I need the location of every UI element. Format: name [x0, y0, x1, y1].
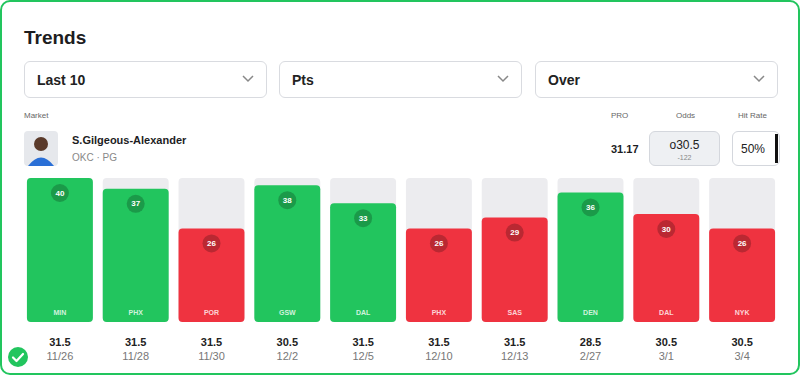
- svg-text:38: 38: [283, 196, 292, 205]
- svg-text:DAL: DAL: [356, 309, 371, 316]
- html-text:Odds: Odds: [676, 111, 696, 120]
- svg-text:31.5: 31.5: [49, 336, 70, 348]
- svg-text:30.5: 30.5: [731, 336, 752, 348]
- svg-text:12/10: 12/10: [425, 350, 453, 362]
- svg-text:31.5: 31.5: [125, 336, 146, 348]
- html-text:o30.5: o30.5: [669, 138, 700, 152]
- svg-text:29: 29: [510, 228, 519, 237]
- html-text:Over: Over: [548, 72, 580, 88]
- html-text:50%: 50%: [741, 142, 765, 156]
- svg-text:NYK: NYK: [735, 309, 750, 316]
- svg-text:26: 26: [207, 239, 216, 248]
- svg-text:POR: POR: [204, 309, 219, 316]
- svg-text:11/26: 11/26: [47, 350, 74, 362]
- svg-text:37: 37: [131, 199, 140, 208]
- svg-text:PHX: PHX: [432, 309, 447, 316]
- svg-text:40: 40: [55, 189, 64, 198]
- svg-text:28.5: 28.5: [580, 336, 601, 348]
- svg-text:2/27: 2/27: [580, 350, 601, 362]
- svg-text:PHX: PHX: [128, 309, 143, 316]
- html-text:Last 10: Last 10: [37, 72, 86, 88]
- svg-text:31.5: 31.5: [504, 336, 525, 348]
- svg-text:12/13: 12/13: [501, 350, 529, 362]
- html-text:Hit Rate: Hit Rate: [738, 111, 767, 120]
- svg-text:36: 36: [586, 203, 595, 212]
- html-text:Market: Market: [24, 111, 49, 120]
- svg-text:31.5: 31.5: [428, 336, 449, 348]
- svg-text:30.5: 30.5: [277, 336, 298, 348]
- svg-text:31.5: 31.5: [352, 336, 373, 348]
- svg-text:30.5: 30.5: [656, 336, 677, 348]
- svg-text:12/5: 12/5: [352, 350, 373, 362]
- svg-text:12/2: 12/2: [277, 350, 298, 362]
- html-text:Trends: Trends: [24, 27, 87, 48]
- svg-text:11/28: 11/28: [122, 350, 149, 362]
- svg-text:26: 26: [738, 239, 747, 248]
- html-text:PRO: PRO: [611, 111, 629, 120]
- svg-text:GSW: GSW: [279, 309, 296, 316]
- svg-text:30: 30: [662, 225, 671, 234]
- html-text:-122: -122: [677, 154, 692, 161]
- svg-text:DAL: DAL: [659, 309, 674, 316]
- svg-text:MIN: MIN: [53, 309, 66, 316]
- svg-text:DEN: DEN: [583, 309, 598, 316]
- svg-text:33: 33: [359, 214, 368, 223]
- svg-text:11/30: 11/30: [198, 350, 225, 362]
- html-text:31.17: 31.17: [611, 143, 639, 155]
- svg-text:3/1: 3/1: [659, 350, 674, 362]
- svg-text:26: 26: [434, 239, 443, 248]
- svg-text:SAS: SAS: [507, 309, 522, 316]
- svg-text:3/4: 3/4: [734, 350, 749, 362]
- html-text:S.Gilgeous-Alexander: S.Gilgeous-Alexander: [72, 134, 187, 146]
- html-text:OKC · PG: OKC · PG: [72, 152, 117, 163]
- svg-text:31.5: 31.5: [201, 336, 222, 348]
- html-text:Pts: Pts: [292, 72, 314, 88]
